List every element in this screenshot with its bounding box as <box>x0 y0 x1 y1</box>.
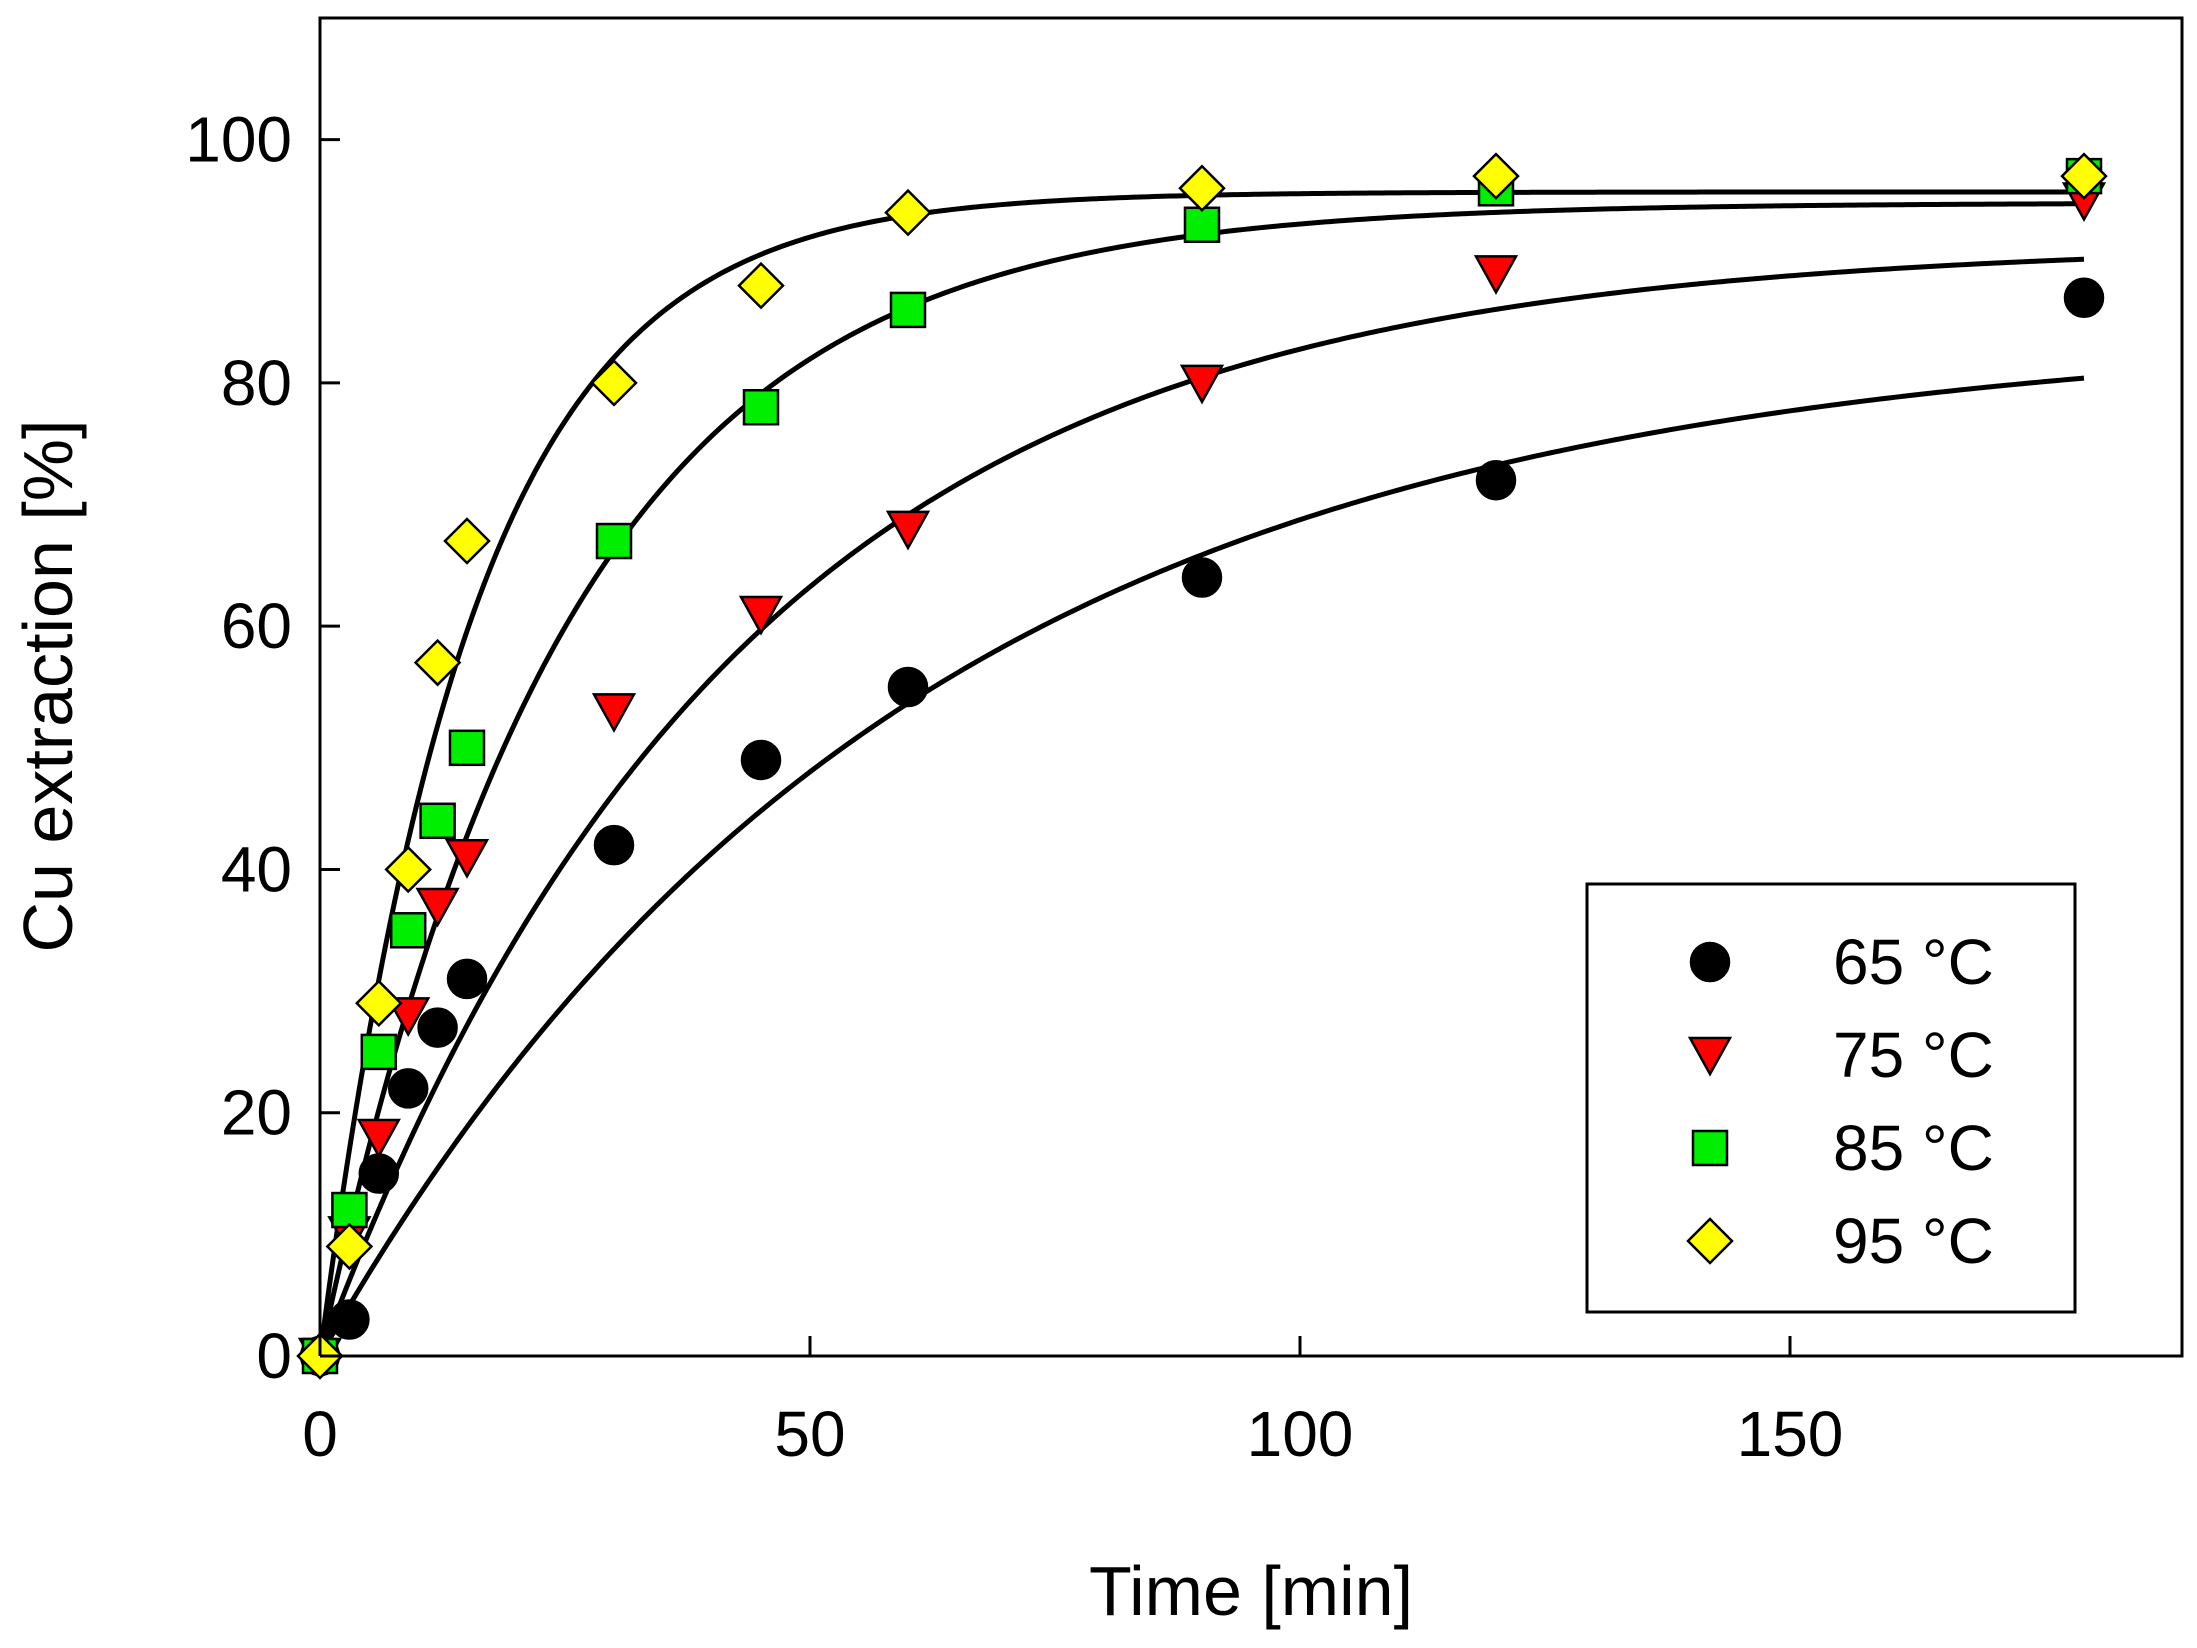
data-point <box>389 912 427 949</box>
data-point <box>325 1222 374 1271</box>
data-point <box>591 693 637 733</box>
data-point <box>1473 255 1519 296</box>
y-tick-label: 80 <box>221 347 292 419</box>
y-tick-label: 40 <box>221 833 292 905</box>
x-tick-label: 100 <box>1247 1398 1354 1470</box>
data-point <box>443 517 491 565</box>
data-point <box>1181 557 1223 598</box>
markers <box>296 152 2108 1380</box>
data-point <box>1178 164 1226 213</box>
legend: 65 °C 75 °C 85 °C 95 °C <box>1585 882 2077 1314</box>
legend-marker <box>1686 1217 1734 1265</box>
data-point <box>740 739 782 781</box>
y-axis-title: Cu extraction [%] <box>9 420 87 953</box>
y-tick-label: 0 <box>256 1320 292 1392</box>
data-point <box>446 958 488 1000</box>
data-point <box>329 1299 370 1340</box>
data-point <box>884 188 932 237</box>
data-point <box>590 359 638 407</box>
data-point <box>331 1191 368 1229</box>
legend-marker <box>1691 1129 1729 1167</box>
data-point <box>384 845 432 894</box>
data-point <box>415 887 460 928</box>
data-point <box>1179 364 1225 405</box>
data-point <box>593 824 635 866</box>
x-tick-label: 50 <box>774 1398 845 1470</box>
y-tick-label: 60 <box>221 590 292 662</box>
fit-curve <box>317 375 2085 1358</box>
data-point <box>419 802 456 840</box>
legend-label: 85 °C <box>1833 1112 1994 1184</box>
data-point <box>448 729 486 767</box>
x-axis: 0 50 100 150 <box>302 1336 1843 1470</box>
legend-label: 75 °C <box>1833 1019 1994 1091</box>
data-point <box>387 1068 429 1109</box>
legend-marker <box>1689 941 1731 983</box>
data-point <box>885 510 931 551</box>
data-point <box>2060 152 2108 200</box>
x-axis-title: Time [min] <box>1089 1552 1413 1630</box>
legend-box <box>1585 882 2077 1314</box>
x-tick-label: 150 <box>1737 1398 1844 1470</box>
data-point <box>1472 152 1520 200</box>
data-point <box>1475 459 1517 501</box>
legend-label: 65 °C <box>1833 926 1994 998</box>
data-point <box>444 839 490 879</box>
data-point <box>360 1033 398 1071</box>
x-tick-label: 0 <box>302 1398 338 1470</box>
data-point <box>889 291 927 329</box>
data-point <box>356 1118 401 1159</box>
data-point <box>595 522 633 560</box>
data-point <box>887 666 929 708</box>
data-point <box>355 979 403 1028</box>
data-point <box>417 1007 458 1048</box>
data-point <box>737 261 785 310</box>
data-point <box>413 638 462 687</box>
legend-marker <box>1687 1036 1733 1077</box>
y-axis: 0 20 40 60 80 100 <box>185 104 340 1392</box>
data-point <box>738 595 784 636</box>
data-point <box>1183 206 1221 244</box>
y-tick-label: 100 <box>185 104 292 176</box>
y-tick-label: 20 <box>221 1077 292 1149</box>
legend-label: 95 °C <box>1833 1205 1994 1277</box>
data-point <box>742 388 780 426</box>
data-point <box>2063 277 2105 319</box>
data-point <box>358 1153 400 1194</box>
